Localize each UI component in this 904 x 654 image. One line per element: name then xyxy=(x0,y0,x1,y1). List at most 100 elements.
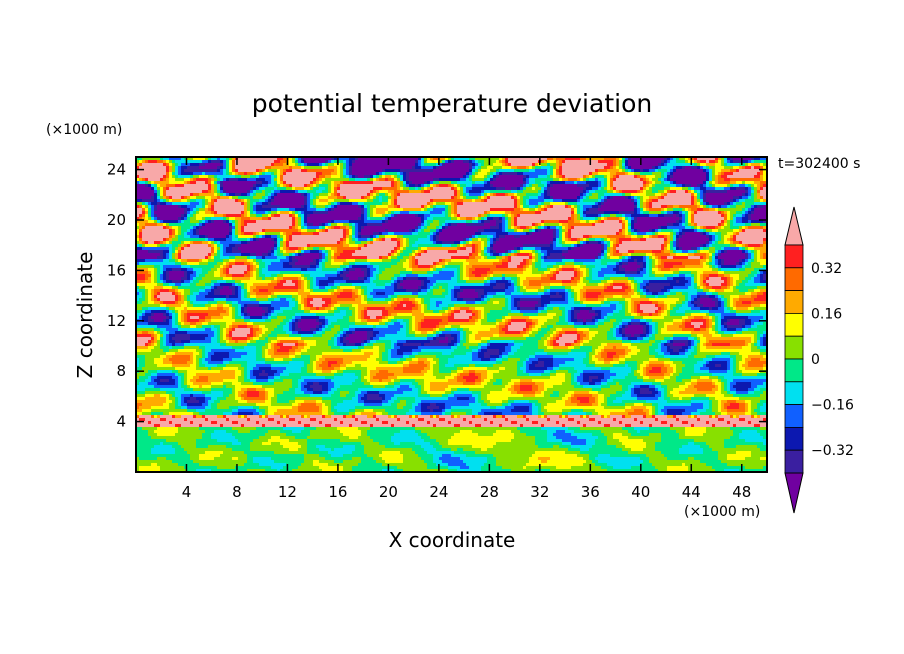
heatmap-cell xyxy=(232,157,236,161)
heatmap-cell xyxy=(277,214,281,218)
heatmap-cell xyxy=(460,187,464,191)
heatmap-cell xyxy=(487,211,491,215)
heatmap-cell xyxy=(619,214,623,218)
heatmap-cell xyxy=(583,205,587,209)
heatmap-cell xyxy=(286,223,290,227)
heatmap-cell xyxy=(313,208,317,212)
heatmap-cell xyxy=(331,205,335,209)
heatmap-cell xyxy=(445,160,449,164)
heatmap-cell xyxy=(499,163,503,167)
heatmap-cell xyxy=(742,214,746,218)
heatmap-cell xyxy=(259,169,263,173)
heatmap-cell xyxy=(334,196,338,200)
heatmap-cell xyxy=(469,184,473,188)
heatmap-cell xyxy=(688,199,692,203)
heatmap-cell xyxy=(382,220,386,224)
heatmap-cell xyxy=(751,217,755,221)
heatmap-cell xyxy=(514,184,518,188)
heatmap-cell xyxy=(361,220,365,224)
heatmap-cell xyxy=(562,208,566,212)
heatmap-cell xyxy=(580,184,584,188)
heatmap-cell xyxy=(166,217,170,221)
heatmap-cell xyxy=(151,214,155,218)
heatmap-cell xyxy=(418,223,422,227)
heatmap-cell xyxy=(325,220,329,224)
heatmap-cell xyxy=(145,220,149,224)
heatmap-cell xyxy=(526,199,530,203)
heatmap-cell xyxy=(418,178,422,182)
heatmap-cell xyxy=(274,217,278,221)
heatmap-cell xyxy=(463,175,467,179)
heatmap-cell xyxy=(427,196,431,200)
heatmap-cell xyxy=(724,172,728,176)
heatmap-cell xyxy=(334,208,338,212)
heatmap-cell xyxy=(691,184,695,188)
heatmap-cell xyxy=(607,223,611,227)
heatmap-cell xyxy=(742,202,746,206)
heatmap-cell xyxy=(718,220,722,224)
heatmap-cell xyxy=(580,169,584,173)
heatmap-cell xyxy=(730,172,734,176)
heatmap-cell xyxy=(235,196,239,200)
heatmap-cell xyxy=(229,199,233,203)
heatmap-cell xyxy=(469,166,473,170)
heatmap-cell xyxy=(394,208,398,212)
heatmap-cell xyxy=(676,211,680,215)
heatmap-cell xyxy=(334,190,338,194)
heatmap-cell xyxy=(709,211,713,215)
heatmap-cell xyxy=(304,172,308,176)
heatmap-cell xyxy=(517,220,521,224)
heatmap-cell xyxy=(532,190,536,194)
heatmap-cell xyxy=(643,205,647,209)
heatmap-cell xyxy=(652,211,656,215)
heatmap-cell xyxy=(532,163,536,167)
heatmap-cell xyxy=(376,172,380,176)
heatmap-cell xyxy=(373,220,377,224)
heatmap-cell xyxy=(556,193,560,197)
heatmap-cell xyxy=(520,187,524,191)
heatmap-cell xyxy=(745,211,749,215)
heatmap-cell xyxy=(139,163,143,167)
heatmap-cell xyxy=(265,190,269,194)
heatmap-cell xyxy=(556,190,560,194)
heatmap-cell xyxy=(187,220,191,224)
heatmap-cell xyxy=(499,205,503,209)
heatmap-cell xyxy=(274,169,278,173)
heatmap-cell xyxy=(517,214,521,218)
heatmap-cell xyxy=(757,160,761,164)
heatmap-cell xyxy=(679,196,683,200)
heatmap-cell xyxy=(316,223,320,227)
heatmap-cell xyxy=(610,223,614,227)
heatmap-cell xyxy=(697,220,701,224)
heatmap-cell xyxy=(199,220,203,224)
heatmap-cell xyxy=(178,181,182,185)
heatmap-cell xyxy=(286,166,290,170)
heatmap-cell xyxy=(580,217,584,221)
heatmap-cell xyxy=(724,217,728,221)
heatmap-cell xyxy=(460,205,464,209)
heatmap-cell xyxy=(205,205,209,209)
heatmap-cell xyxy=(571,202,575,206)
heatmap-cell xyxy=(151,157,155,161)
heatmap-cell xyxy=(736,214,740,218)
heatmap-cell xyxy=(490,181,494,185)
heatmap-cell xyxy=(223,184,227,188)
heatmap-cell xyxy=(727,211,731,215)
heatmap-cell xyxy=(481,193,485,197)
heatmap-cell xyxy=(712,187,716,191)
heatmap-cell xyxy=(400,169,404,173)
heatmap-cell xyxy=(136,190,140,194)
heatmap-cell xyxy=(394,169,398,173)
heatmap-cell xyxy=(763,205,767,209)
heatmap-cell xyxy=(721,211,725,215)
heatmap-cell xyxy=(748,172,752,176)
heatmap-cell xyxy=(217,214,221,218)
heatmap-cell xyxy=(139,184,143,188)
heatmap-cell xyxy=(634,193,638,197)
heatmap-cell xyxy=(688,175,692,179)
heatmap-cell xyxy=(163,166,167,170)
heatmap-cell xyxy=(343,199,347,203)
heatmap-cell xyxy=(547,211,551,215)
heatmap-cell xyxy=(379,184,383,188)
heatmap-cell xyxy=(148,178,152,182)
